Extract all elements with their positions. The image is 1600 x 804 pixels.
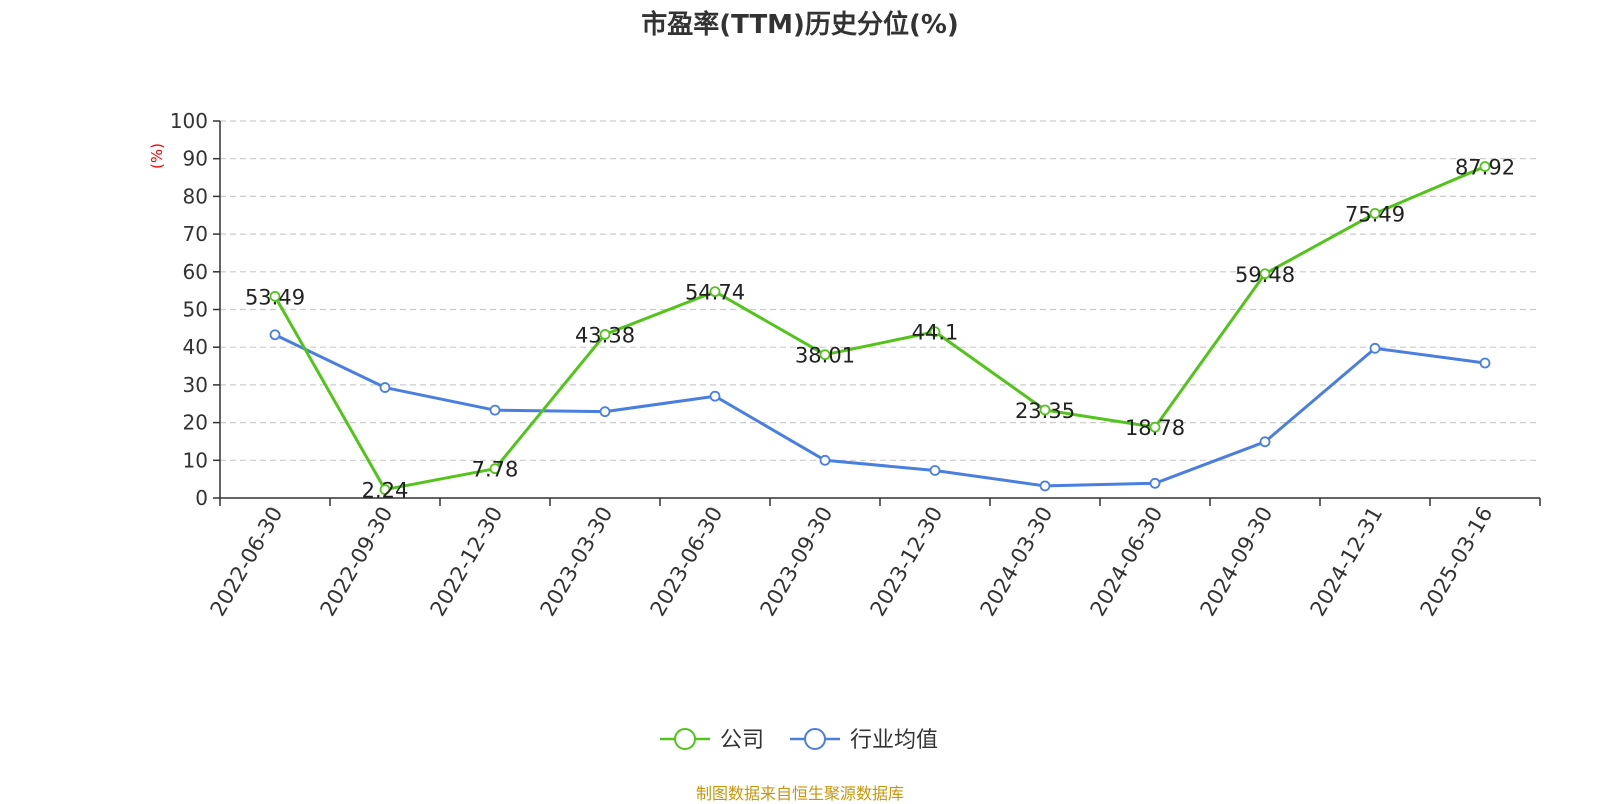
y-tick-label: 40	[183, 335, 208, 359]
series-line-company	[273, 165, 1486, 492]
source-note: 制图数据来自恒生聚源数据库	[695, 784, 904, 803]
y-tick-label: 20	[183, 411, 208, 435]
data-label: 44.1	[912, 321, 959, 345]
data-label: 43.38	[575, 323, 635, 347]
data-label: 23.35	[1015, 399, 1075, 423]
data-label: 7.78	[472, 458, 519, 482]
data-point-industry	[1149, 477, 1161, 489]
data-point-industry	[1369, 342, 1381, 354]
data-point-company	[1149, 421, 1161, 433]
y-tick-label: 50	[183, 298, 208, 322]
data-point-company	[1259, 268, 1271, 280]
y-tick-label: 100	[170, 109, 208, 133]
legend-marker	[674, 728, 696, 750]
series-line-industry	[274, 333, 1486, 488]
y-tick-label: 0	[195, 486, 208, 510]
legend-label: 公司	[720, 728, 764, 753]
data-point-company	[1479, 161, 1491, 172]
data-point-industry	[599, 406, 611, 418]
x-tick-label: 2023-06-30	[646, 503, 728, 621]
data-point-company	[1039, 404, 1051, 416]
data-point-industry	[489, 404, 501, 416]
data-point-company	[929, 326, 941, 338]
data-label: 2.24	[362, 479, 409, 503]
x-tick-label: 2022-06-30	[206, 503, 288, 621]
y-tick-label: 60	[183, 260, 208, 284]
data-point-company	[489, 463, 501, 475]
data-point-industry	[1039, 480, 1051, 492]
data-label: 87.92	[1455, 156, 1515, 180]
data-point-industry	[929, 465, 941, 476]
data-point-industry	[1479, 357, 1491, 369]
y-axis-unit-label: (%)	[148, 143, 166, 169]
x-tick-label: 2023-03-30	[536, 503, 618, 621]
x-tick-label: 2024-03-30	[976, 503, 1058, 621]
data-point-company	[379, 484, 391, 495]
y-tick-label: 80	[183, 184, 208, 208]
data-point-industry	[1259, 436, 1271, 448]
data-point-company	[709, 286, 721, 298]
data-label: 54.74	[685, 281, 745, 305]
y-tick-label: 90	[183, 147, 208, 171]
data-point-company	[599, 329, 611, 340]
y-tick-label: 30	[183, 373, 208, 397]
data-point-industry	[709, 390, 721, 402]
data-label: 53.49	[245, 285, 305, 309]
data-point-industry	[269, 329, 281, 341]
x-tick-label: 2025-03-16	[1416, 503, 1498, 621]
y-tick-label: 70	[183, 222, 208, 246]
legend-marker	[804, 728, 826, 750]
data-label: 59.48	[1235, 263, 1295, 287]
data-point-company	[1369, 208, 1381, 219]
x-tick-label: 2024-09-30	[1196, 503, 1278, 621]
x-tick-label: 2024-12-31	[1306, 503, 1388, 621]
x-tick-label: 2022-12-30	[426, 503, 508, 621]
data-point-industry	[819, 454, 831, 466]
legend-label: 行业均值	[850, 728, 938, 753]
x-tick-label: 2022-09-30	[316, 503, 398, 621]
x-tick-label: 2024-06-30	[1086, 503, 1168, 621]
data-label: 38.01	[795, 344, 855, 368]
data-point-company	[269, 290, 281, 302]
data-point-industry	[379, 382, 391, 393]
x-tick-label: 2023-12-30	[866, 503, 948, 621]
chart-title: 市盈率(TTM)历史分位(%)	[641, 10, 959, 40]
x-tick-label: 2023-09-30	[756, 503, 838, 621]
data-label: 75.49	[1345, 202, 1405, 226]
y-tick-label: 10	[183, 448, 208, 472]
data-point-company	[819, 349, 831, 361]
data-label: 18.78	[1125, 416, 1185, 440]
